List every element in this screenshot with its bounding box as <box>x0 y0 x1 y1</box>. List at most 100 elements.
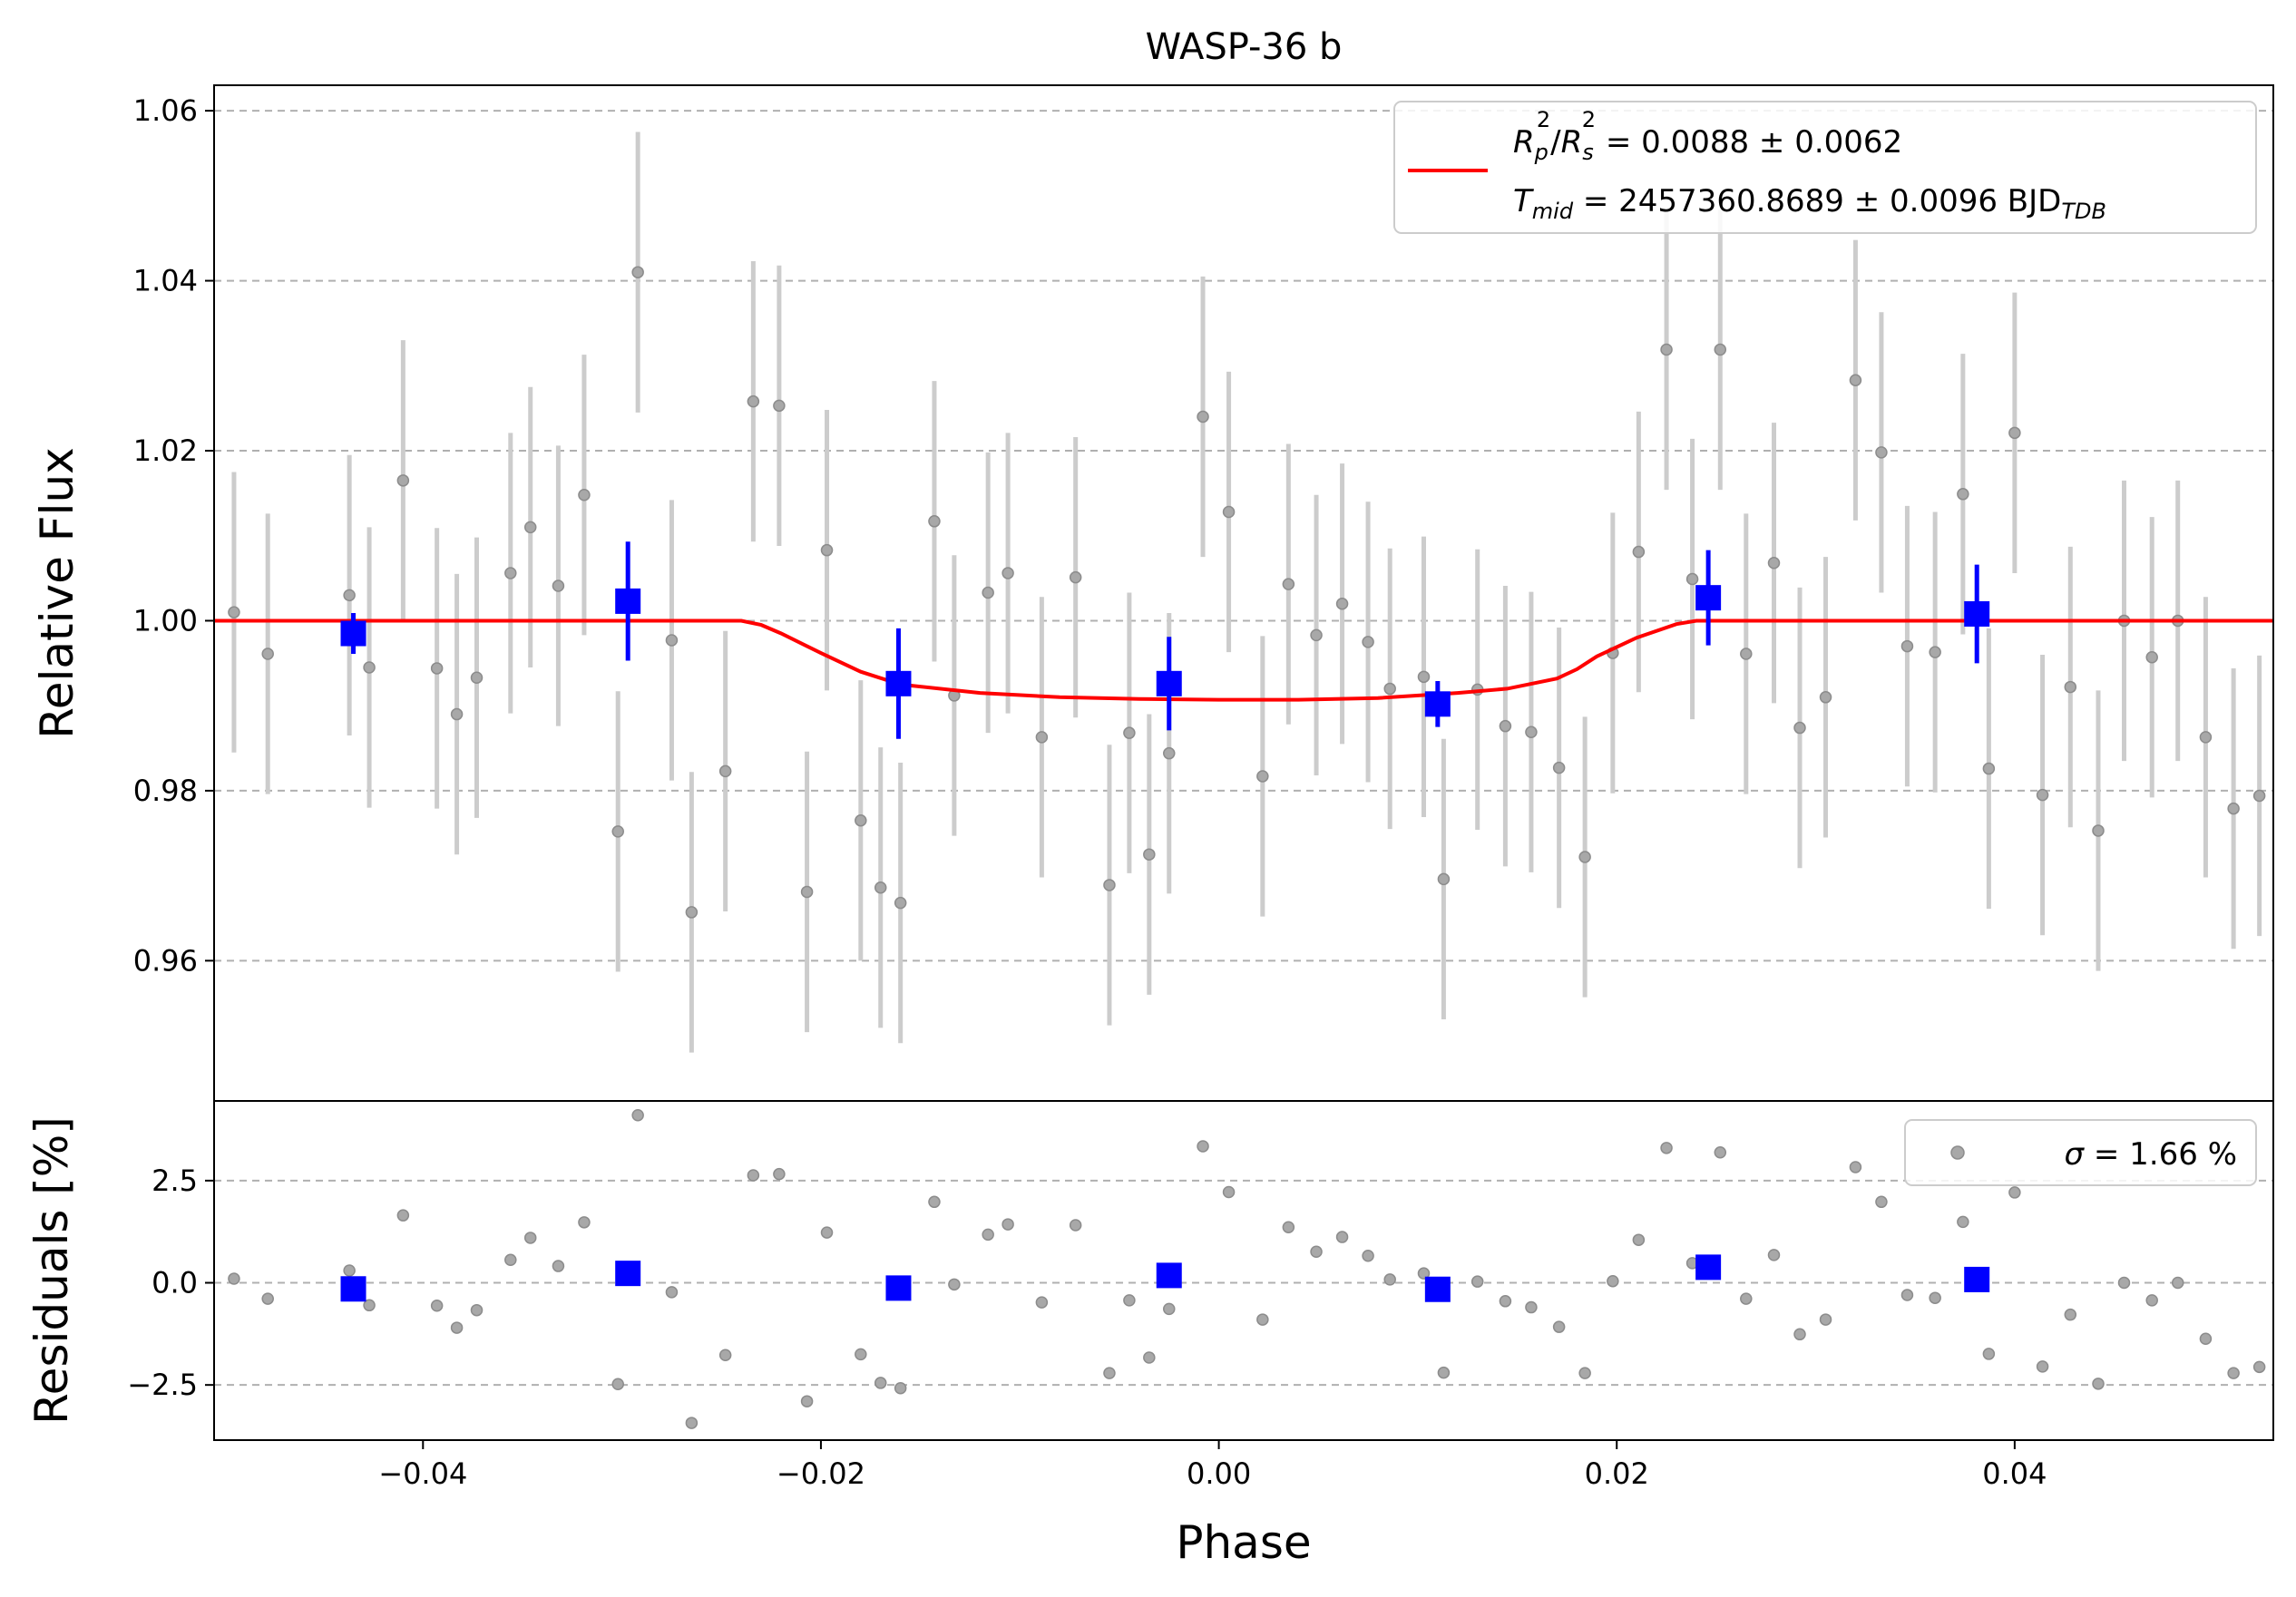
raw-point <box>1900 639 1914 653</box>
raw-point <box>552 579 565 592</box>
raw-point <box>1793 721 1806 735</box>
residual-point <box>800 1395 814 1407</box>
residual-point <box>2252 1360 2266 1374</box>
raw-point <box>261 648 274 660</box>
residual-point <box>982 1228 994 1242</box>
binned-points <box>340 541 1990 739</box>
residual-point <box>1957 1215 1969 1229</box>
residual-point <box>1035 1296 1049 1309</box>
residual-point <box>1819 1313 1832 1326</box>
residual-point <box>1417 1267 1431 1280</box>
residual-point <box>2092 1378 2105 1390</box>
residual-point <box>504 1253 517 1267</box>
residual-point <box>1740 1292 1753 1305</box>
residual-point <box>820 1226 834 1239</box>
binned-point <box>885 670 912 696</box>
residual-point <box>2117 1276 2131 1290</box>
binned-point <box>1695 585 1722 611</box>
raw-point <box>1875 446 1888 459</box>
raw-point <box>631 266 644 278</box>
raw-point <box>1163 746 1176 760</box>
raw-point <box>855 813 867 827</box>
residual-point <box>611 1378 624 1391</box>
raw-point <box>1740 648 1753 660</box>
raw-point <box>1957 488 1969 501</box>
raw-point <box>685 906 699 919</box>
raw-point <box>1222 505 1236 519</box>
binned-point <box>1424 691 1451 717</box>
raw-point <box>228 606 240 618</box>
legend-rp-rs: Rp2/Rs2 = 0.0088 ± 0.0062 <box>1513 107 1902 165</box>
residual-point <box>1335 1231 1349 1243</box>
residual-point <box>2036 1360 2049 1373</box>
residual-points <box>228 1109 2266 1429</box>
raw-point <box>343 589 356 602</box>
raw-point <box>1256 770 1269 783</box>
raw-point <box>523 521 537 534</box>
raw-point <box>1383 682 1396 696</box>
residual-point <box>1123 1294 1136 1307</box>
top-y-ticks: 0.96 0.98 1.00 1.02 1.04 1.06 <box>133 93 214 978</box>
raw-point <box>1714 343 1727 356</box>
residual-point <box>1900 1289 1914 1301</box>
residual-point <box>552 1260 565 1272</box>
raw-point <box>665 634 679 647</box>
light-curve-panel: 0.960.981.001.021.041.06 Rp2/Rs2 = 0.008… <box>133 84 2274 1102</box>
raw-point <box>1552 761 1566 774</box>
bottom-y-tick-label: 2.5 <box>151 1164 198 1198</box>
chart-title: WASP-36 b <box>1146 26 1343 68</box>
raw-point <box>1982 762 1996 775</box>
binned-residual-point <box>1695 1254 1722 1281</box>
binned-residual-point <box>340 1276 366 1302</box>
y-axis-label-bottom: Residuals [%] <box>25 1116 78 1425</box>
residual-point <box>470 1303 484 1317</box>
residual-point <box>1069 1219 1082 1232</box>
raw-point <box>450 707 464 721</box>
raw-point <box>1197 410 1209 424</box>
residual-point <box>1849 1161 1862 1173</box>
rp-sup: 2 <box>1537 107 1550 132</box>
x-tick-label: 0.00 <box>1187 1456 1251 1491</box>
residual-point <box>363 1299 376 1312</box>
binned-point <box>1156 670 1182 696</box>
raw-point <box>1849 374 1862 386</box>
residual-point <box>1310 1245 1323 1259</box>
residual-point <box>1143 1351 1156 1364</box>
raw-point <box>396 474 410 487</box>
residual-point <box>1362 1250 1374 1262</box>
bottom-axes-frame <box>213 1100 2274 1441</box>
residual-point <box>1001 1218 1014 1231</box>
raw-point <box>2036 788 2049 802</box>
residual-point <box>450 1321 464 1334</box>
x-tick-label: −0.02 <box>777 1456 865 1491</box>
bottom-y-tick-label: −2.5 <box>127 1368 198 1402</box>
residual-point <box>1578 1367 1591 1379</box>
residual-point <box>874 1377 887 1389</box>
fit-legend-box <box>1393 101 2257 234</box>
sigma-legend-marker <box>1950 1145 1965 1160</box>
residual-point <box>685 1417 699 1429</box>
raw-point <box>1143 848 1156 861</box>
rs-sub: s <box>1582 140 1594 165</box>
residual-point <box>2008 1186 2021 1199</box>
binned-point <box>615 588 641 614</box>
residual-point <box>2064 1308 2077 1321</box>
raw-point <box>1035 731 1049 744</box>
raw-point <box>1310 628 1323 642</box>
bottom-y-tick-label: 0.0 <box>151 1266 198 1300</box>
raw-point <box>1362 636 1374 648</box>
raw-point <box>1001 567 1014 579</box>
raw-point <box>894 896 907 910</box>
raw-point <box>504 567 517 579</box>
raw-point <box>1335 597 1349 610</box>
residual-point <box>894 1382 907 1395</box>
raw-point <box>1685 572 1699 586</box>
y-axis-label-top: Relative Flux <box>31 447 83 738</box>
residual-point <box>1607 1274 1619 1288</box>
raw-point <box>1103 879 1116 891</box>
raw-point <box>2008 426 2021 440</box>
binned-residual-point <box>1156 1262 1182 1289</box>
legend-tmid: Tmid = 2457360.8689 ± 0.0096 BJDTDB <box>1513 183 2106 224</box>
raw-point <box>578 488 591 501</box>
